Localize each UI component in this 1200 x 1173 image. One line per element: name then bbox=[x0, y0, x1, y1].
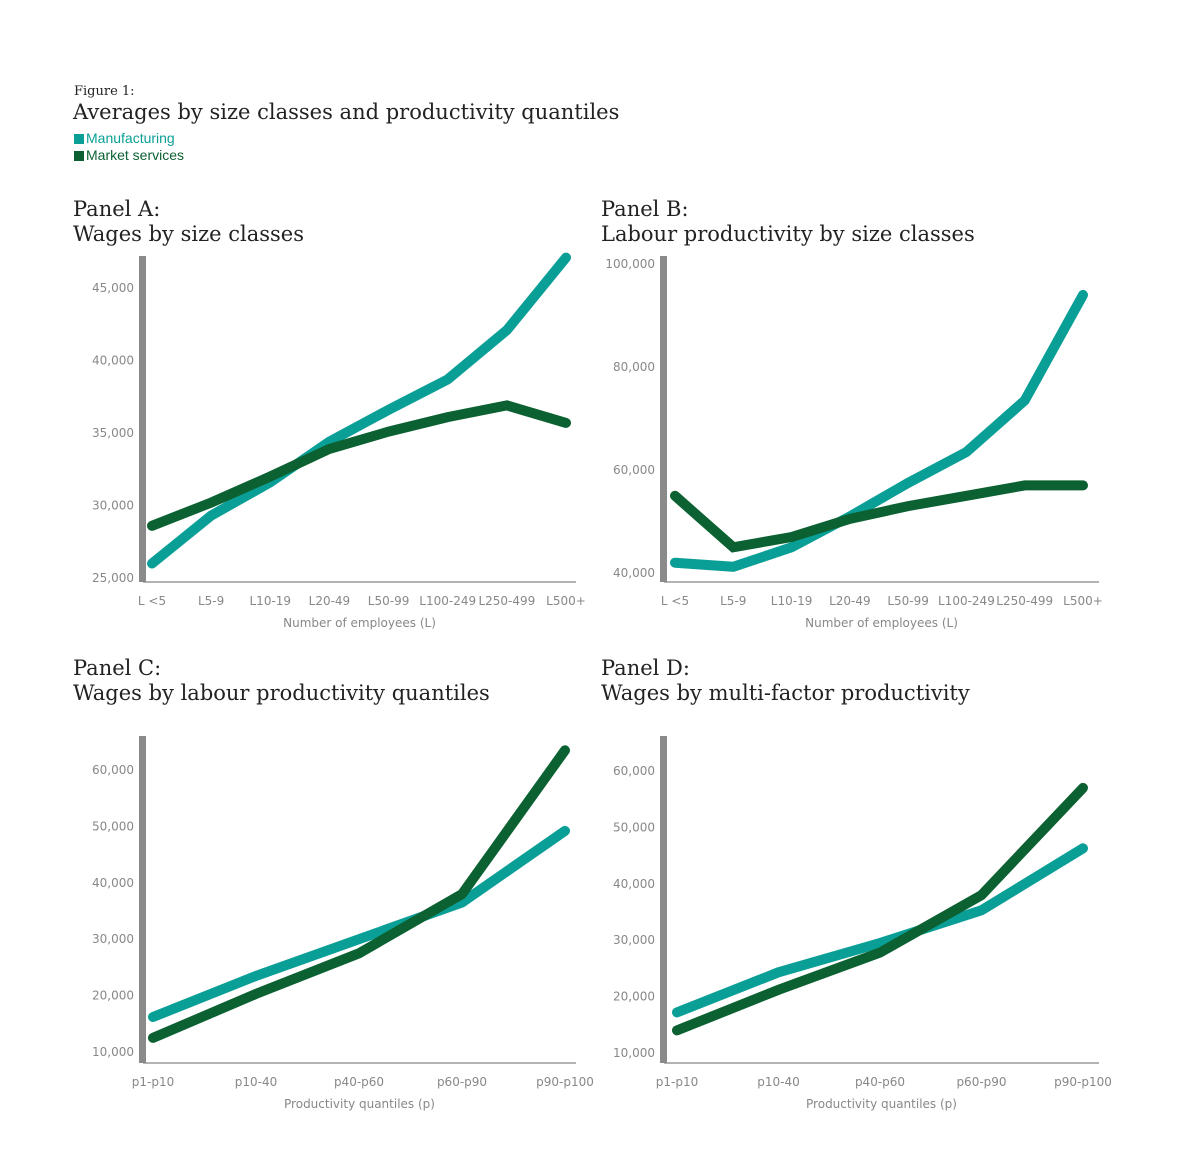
panel-a-y-axis bbox=[139, 256, 146, 582]
panel-a-plot: 25,000 30,000 35,000 40,000 45,000 L <5 L5-9 L1… bbox=[92, 252, 586, 630]
legend-label-manufacturing: Manufacturing bbox=[86, 130, 175, 146]
panel-c-x-tick-label: p90-p100 bbox=[536, 1075, 594, 1089]
panel-b-x-tick-label: L <5 bbox=[661, 594, 689, 608]
panel-b-x-axis-label: Number of employees (L) bbox=[805, 616, 958, 630]
panel-a-series-manufacturing bbox=[147, 252, 571, 569]
panel-b-x-tick-label: L250-499 bbox=[996, 594, 1053, 608]
panel-b-label: Panel B: bbox=[601, 197, 689, 221]
panel-a-x-tick-label: L20-49 bbox=[309, 594, 351, 608]
panel-d-y-tick-label: 20,000 bbox=[613, 990, 655, 1004]
panel-a-y-tick-label: 40,000 bbox=[92, 354, 134, 368]
panel-a-x-tick-label: L500+ bbox=[546, 594, 586, 608]
panel-d-plot: 10,000 20,000 30,000 40,000 50,000 60,000 p1-p… bbox=[613, 736, 1112, 1111]
panel-c-series-market-services bbox=[148, 745, 570, 1043]
panel-d-label: Panel D: bbox=[601, 656, 690, 680]
panel-d-y-axis bbox=[660, 736, 667, 1063]
panel-b-series-manufacturing bbox=[670, 289, 1088, 572]
panel-c-y-tick-label: 10,000 bbox=[92, 1045, 134, 1059]
panel-c-y-tick-label: 40,000 bbox=[92, 876, 134, 890]
panel-a-x-tick-label: L10-19 bbox=[250, 594, 292, 608]
panel-d-series-market-services bbox=[672, 782, 1088, 1036]
panel-c-heading: Panel C: Wages by labour productivity qu… bbox=[73, 656, 490, 706]
panel-c-label: Panel C: bbox=[73, 656, 162, 680]
panel-a-x-axis-label: Number of employees (L) bbox=[283, 616, 436, 630]
panel-d-x-tick-label: p90-p100 bbox=[1054, 1075, 1112, 1089]
panel-b-title: Labour productivity by size classes bbox=[601, 222, 975, 246]
panel-a-x-tick-label: L100-249 bbox=[419, 594, 476, 608]
panel-d-x-tick-label: p1-p10 bbox=[656, 1075, 698, 1089]
panel-c-title: Wages by labour productivity quantiles bbox=[73, 681, 490, 705]
panel-c-x-tick-label: p1-p10 bbox=[132, 1075, 174, 1089]
panel-c-y-tick-label: 30,000 bbox=[92, 932, 134, 946]
panel-a-x-tick-label: L250-499 bbox=[478, 594, 535, 608]
panel-d-x-axis-label: Productivity quantiles (p) bbox=[806, 1097, 957, 1111]
panel-a-x-tick-label: L <5 bbox=[138, 594, 166, 608]
panel-b-x-tick-label: L5-9 bbox=[720, 594, 746, 608]
legend-item-manufacturing: Manufacturing bbox=[74, 130, 184, 147]
panel-b-y-axis bbox=[660, 256, 667, 582]
panel-b-x-tick-label: L20-49 bbox=[829, 594, 871, 608]
panel-b-y-tick-label: 80,000 bbox=[613, 360, 655, 374]
panel-a-y-tick-label: 45,000 bbox=[92, 281, 134, 295]
panel-c-y-tick-label: 20,000 bbox=[92, 989, 134, 1003]
legend-swatch-manufacturing bbox=[74, 133, 84, 144]
panel-a-x-tick-label: L50-99 bbox=[368, 594, 410, 608]
panel-c-y-axis bbox=[139, 736, 146, 1063]
panel-d-heading: Panel D: Wages by multi-factor productiv… bbox=[601, 656, 970, 706]
panel-c-x-tick-label: p10-40 bbox=[235, 1075, 278, 1089]
panel-d-y-tick-label: 50,000 bbox=[613, 820, 655, 834]
legend-label-market-services: Market services bbox=[86, 147, 185, 163]
panel-a-heading: Panel A: Wages by size classes bbox=[73, 197, 304, 247]
panel-d-x-tick-label: p10-40 bbox=[757, 1075, 800, 1089]
panel-b-y-tick-label: 40,000 bbox=[613, 566, 655, 580]
panel-c-x-axis-label: Productivity quantiles (p) bbox=[284, 1097, 435, 1111]
panel-a-y-tick-label: 25,000 bbox=[92, 571, 134, 585]
panel-a-y-tick-label: 35,000 bbox=[92, 426, 134, 440]
panel-d-y-tick-label: 10,000 bbox=[613, 1046, 655, 1060]
panel-b-y-tick-label: 100,000 bbox=[605, 257, 655, 271]
panel-a-y-tick-label: 30,000 bbox=[92, 499, 134, 513]
figure-title: Averages by size classes and productivit… bbox=[73, 100, 620, 124]
legend-swatch-market-services bbox=[74, 150, 84, 161]
panel-b-x-tick-label: L500+ bbox=[1063, 594, 1103, 608]
panel-b-y-tick-label: 60,000 bbox=[613, 463, 655, 477]
panel-b-series-market-services bbox=[670, 480, 1088, 553]
panel-b-heading: Panel B: Labour productivity by size cla… bbox=[601, 197, 975, 247]
panel-d-x-tick-label: p40-p60 bbox=[855, 1075, 905, 1089]
panel-d-x-tick-label: p60-p90 bbox=[956, 1075, 1006, 1089]
figure-label: Figure 1: bbox=[74, 84, 135, 99]
legend: Manufacturing Market services bbox=[74, 130, 184, 164]
panel-d-y-tick-label: 40,000 bbox=[613, 877, 655, 891]
panel-d-title: Wages by multi-factor productivity bbox=[601, 681, 970, 705]
panel-a-title: Wages by size classes bbox=[73, 222, 304, 246]
panel-c-y-tick-label: 60,000 bbox=[92, 763, 134, 777]
legend-item-market-services: Market services bbox=[74, 147, 184, 164]
panel-d-series-manufacturing bbox=[672, 843, 1088, 1018]
panel-b-x-tick-label: L50-99 bbox=[887, 594, 929, 608]
panel-b-x-tick-label: L10-19 bbox=[771, 594, 813, 608]
panel-a-x-tick-label: L5-9 bbox=[198, 594, 224, 608]
panel-c-series-manufacturing bbox=[148, 825, 570, 1022]
panel-a-series-market-services bbox=[147, 400, 571, 531]
panel-b-x-tick-label: L100-249 bbox=[938, 594, 995, 608]
panel-b-plot: 40,000 60,000 80,000 100,000 L <5 L5-9 L10-19 L… bbox=[605, 256, 1103, 630]
panel-c-plot: 10,000 20,000 30,000 40,000 50,000 60,000 p1-p… bbox=[92, 736, 594, 1111]
panel-c-x-tick-label: p60-p90 bbox=[437, 1075, 487, 1089]
panel-c-y-tick-label: 50,000 bbox=[92, 819, 134, 833]
panel-c-x-tick-label: p40-p60 bbox=[334, 1075, 384, 1089]
panel-d-y-tick-label: 60,000 bbox=[613, 764, 655, 778]
panel-a-label: Panel A: bbox=[73, 197, 161, 221]
panel-d-y-tick-label: 30,000 bbox=[613, 933, 655, 947]
